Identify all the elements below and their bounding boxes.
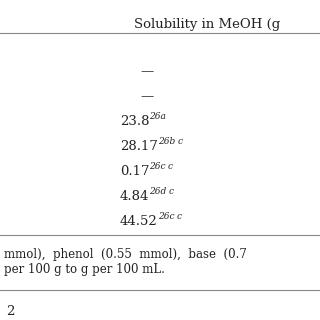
Text: c: c [168,162,173,171]
Text: —: — [140,90,153,103]
Text: c: c [177,137,182,146]
Text: mmol),  phenol  (0.55  mmol),  base  (0.7: mmol), phenol (0.55 mmol), base (0.7 [4,248,247,261]
Text: 28.17: 28.17 [120,140,158,153]
Text: 26a: 26a [149,112,166,121]
Text: 26c: 26c [158,212,174,221]
Text: 44.52: 44.52 [120,215,158,228]
Text: 26d: 26d [149,187,167,196]
Text: 4.84: 4.84 [120,190,149,203]
Text: c: c [169,187,174,196]
Text: 26b: 26b [158,137,175,146]
Text: 23.8: 23.8 [120,115,149,128]
Text: —: — [140,65,153,78]
Text: 2: 2 [6,305,14,318]
Text: Solubility in MeOH (g: Solubility in MeOH (g [134,18,281,31]
Text: 0.17: 0.17 [120,165,149,178]
Text: c: c [176,212,181,221]
Text: per 100 g to g per 100 mL.: per 100 g to g per 100 mL. [4,263,165,276]
Text: 26c: 26c [149,162,166,171]
